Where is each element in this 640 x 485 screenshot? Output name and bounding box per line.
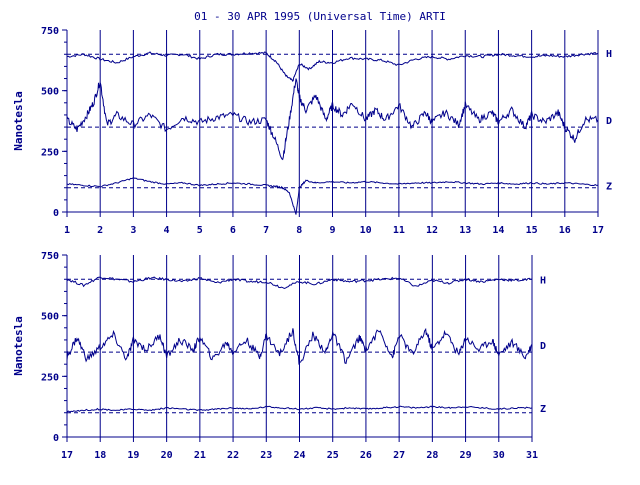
x-tick-label: 1	[64, 225, 70, 236]
x-tick-label: 22	[227, 450, 239, 461]
series-label-d: D	[540, 341, 546, 352]
series-line-h	[67, 276, 532, 290]
x-tick-label: 3	[130, 225, 136, 236]
x-tick-label: 29	[460, 450, 472, 461]
y-tick-label: 250	[41, 372, 59, 383]
y-tick-label: 250	[41, 147, 59, 158]
series-line-h	[67, 51, 598, 82]
x-tick-label: 26	[360, 450, 372, 461]
x-tick-label: 17	[61, 450, 73, 461]
x-tick-label: 27	[393, 450, 405, 461]
series-label-h: H	[606, 49, 612, 60]
x-tick-label: 12	[426, 225, 438, 236]
panel-bottom: 0 250 500 750 17 18 19 20 21 22 23 24 25 26 27 28 29 30 31…	[12, 251, 546, 461]
y-tick-label: 500	[41, 87, 59, 98]
x-tick-label: 15	[526, 225, 538, 236]
y-tick-label: 0	[53, 433, 59, 444]
y-tick-label: 750	[41, 26, 59, 37]
x-tick-label: 11	[393, 225, 405, 236]
x-tick-label: 20	[161, 450, 173, 461]
series-line-d	[67, 78, 598, 161]
y-tick-label: 750	[41, 251, 59, 262]
y-axis-label: Nanotesla	[12, 316, 25, 376]
x-tick-label: 2	[97, 225, 103, 236]
x-tick-label: 14	[492, 225, 504, 236]
series-line-d	[67, 327, 532, 366]
series-label-d: D	[606, 116, 612, 127]
x-tick-label: 17	[592, 225, 604, 236]
y-tick-label: 500	[41, 312, 59, 323]
x-tick-label: 23	[260, 450, 272, 461]
x-tick-label: 13	[459, 225, 471, 236]
x-tick-label: 30	[493, 450, 505, 461]
series-line-z	[67, 177, 598, 215]
x-tick-label: 7	[263, 225, 269, 236]
y-tick-label: 0	[53, 208, 59, 219]
x-tick-label: 5	[197, 225, 203, 236]
y-axis-label: Nanotesla	[12, 91, 25, 151]
series-label-z: Z	[606, 181, 612, 192]
x-tick-label: 24	[293, 450, 305, 461]
x-tick-label: 31	[526, 450, 538, 461]
x-tick-label: 25	[327, 450, 339, 461]
x-tick-label: 18	[94, 450, 106, 461]
x-tick-label: 19	[127, 450, 139, 461]
chart-title: 01 - 30 APR 1995 (Universal Time) ARTI	[194, 10, 446, 23]
x-tick-label: 28	[426, 450, 438, 461]
series-label-h: H	[540, 275, 546, 286]
x-tick-label: 10	[360, 225, 372, 236]
x-tick-label: 6	[230, 225, 236, 236]
series-label-z: Z	[540, 404, 546, 415]
x-tick-label: 16	[559, 225, 571, 236]
series-line-z	[67, 405, 532, 413]
x-tick-label: 9	[329, 225, 335, 236]
x-tick-label: 4	[164, 225, 170, 236]
x-tick-label: 21	[194, 450, 206, 461]
x-tick-label: 8	[296, 225, 302, 236]
